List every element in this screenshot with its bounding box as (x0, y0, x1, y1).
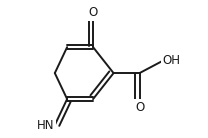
Text: O: O (88, 6, 98, 19)
Text: O: O (135, 101, 144, 114)
Text: OH: OH (163, 54, 181, 67)
Text: HN: HN (37, 119, 55, 132)
